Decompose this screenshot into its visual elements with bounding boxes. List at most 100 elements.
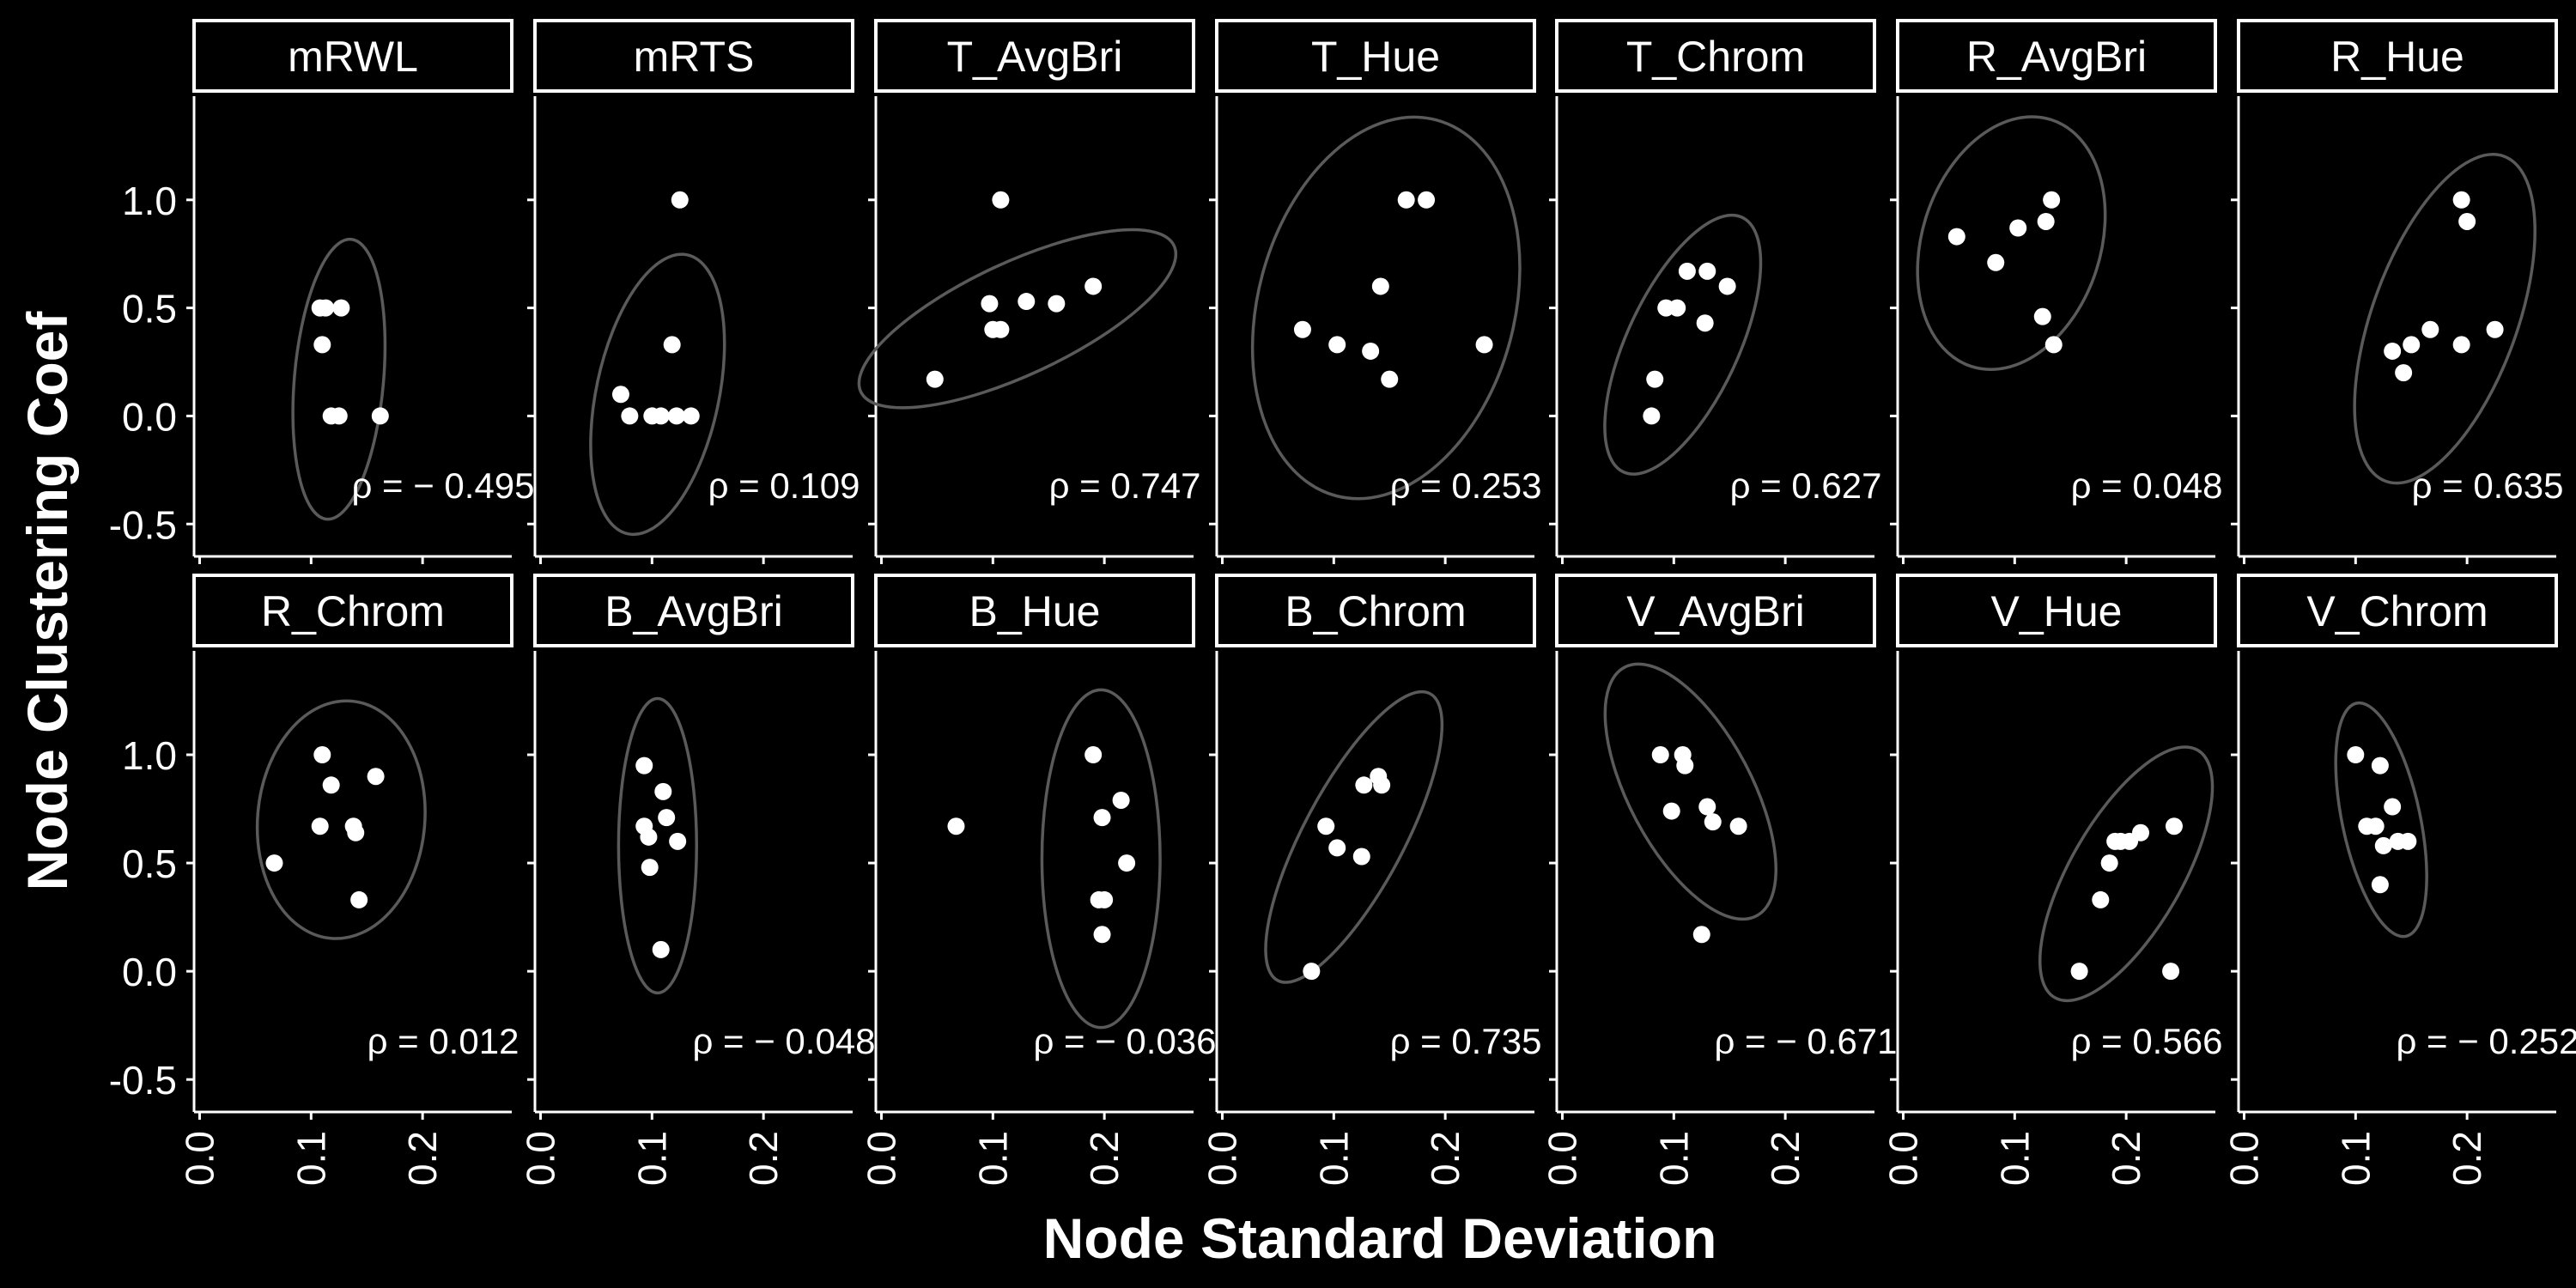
data-point — [621, 407, 638, 424]
x-tick-label: 0.1 — [2333, 1131, 2378, 1186]
data-point — [347, 824, 364, 841]
strip-label: R_Hue — [2330, 33, 2464, 81]
data-point — [2071, 963, 2088, 980]
x-tick-label: 0.0 — [177, 1131, 222, 1186]
data-point — [1118, 854, 1135, 872]
strip-label: T_Chrom — [1626, 33, 1805, 81]
x-tick-label: 0.1 — [289, 1131, 333, 1186]
data-point — [1697, 314, 1714, 331]
data-point — [265, 854, 283, 872]
data-point — [2045, 336, 2063, 353]
data-point — [2162, 963, 2179, 980]
rho-annotation: ρ = 0.747 — [1049, 465, 1201, 506]
data-point — [2009, 220, 2026, 237]
x-tick-label: 0.1 — [970, 1131, 1015, 1186]
rho-annotation: ρ = − 0.048 — [692, 1021, 875, 1061]
data-point — [669, 833, 686, 850]
strip-label: B_Hue — [969, 587, 1101, 635]
strip-label: T_Hue — [1311, 33, 1440, 81]
data-point — [1418, 191, 1435, 209]
y-axis-title: Node Clustering Coef — [15, 311, 79, 891]
data-point — [640, 829, 657, 846]
x-tick-label: 0.2 — [2445, 1131, 2489, 1186]
rho-annotation: ρ = 0.109 — [708, 465, 860, 506]
rho-annotation: ρ = 0.635 — [2412, 465, 2564, 506]
data-point — [2375, 837, 2392, 854]
rho-annotation: ρ = 0.253 — [1390, 465, 1542, 506]
data-point — [612, 386, 629, 403]
data-point — [2421, 321, 2439, 338]
data-point — [1084, 746, 1102, 763]
data-point — [654, 783, 671, 800]
data-point — [312, 817, 329, 835]
data-point — [1328, 336, 1346, 353]
data-point — [1646, 371, 1663, 388]
data-point — [372, 407, 389, 424]
data-point — [331, 407, 348, 424]
x-tick-label: 0.2 — [741, 1131, 786, 1186]
data-point — [2384, 343, 2401, 360]
data-point — [332, 300, 349, 317]
data-point — [1663, 803, 1680, 820]
data-point — [1317, 817, 1334, 835]
data-point — [2372, 757, 2389, 775]
rho-annotation: ρ = − 0.252 — [2396, 1021, 2576, 1061]
x-tick-label: 0.1 — [629, 1131, 674, 1186]
strip-label: mRWL — [288, 33, 418, 81]
data-point — [2038, 213, 2055, 230]
data-point — [2487, 321, 2504, 338]
data-point — [664, 336, 681, 353]
data-point — [1381, 371, 1398, 388]
strip-label: mRTS — [634, 33, 755, 81]
rho-annotation: ρ = 0.012 — [368, 1021, 519, 1061]
data-point — [1096, 891, 1113, 908]
data-point — [683, 407, 700, 424]
data-point — [658, 809, 675, 826]
data-point — [2453, 336, 2470, 353]
data-point — [1328, 839, 1346, 856]
data-point — [1676, 757, 1693, 775]
data-point — [1353, 848, 1370, 866]
y-tick-label: 0.5 — [122, 841, 177, 886]
data-point — [1987, 254, 2004, 271]
y-tick-label: 1.0 — [122, 733, 177, 778]
y-tick-label: -0.5 — [109, 1058, 177, 1103]
data-point — [1679, 263, 1696, 280]
data-point — [1398, 191, 1415, 209]
data-point — [313, 746, 331, 763]
data-point — [1698, 263, 1716, 280]
data-point — [1719, 277, 1736, 295]
data-point — [350, 891, 368, 908]
strip-label: B_Chrom — [1285, 587, 1466, 635]
data-point — [1948, 228, 1965, 246]
data-point — [2403, 336, 2420, 353]
data-point — [2458, 213, 2476, 230]
strip-label: V_Hue — [1991, 587, 2123, 635]
strip-label: B_AvgBri — [605, 587, 783, 635]
y-tick-label: 0.5 — [122, 287, 177, 331]
data-point — [1704, 813, 1722, 830]
x-tick-label: 0.0 — [2221, 1131, 2266, 1186]
rho-annotation: ρ = − 0.495 — [351, 465, 534, 506]
data-point — [635, 757, 653, 775]
data-point — [992, 191, 1009, 209]
data-point — [2372, 876, 2389, 893]
data-point — [984, 321, 1001, 338]
y-tick-label: 0.0 — [122, 950, 177, 994]
data-point — [1476, 336, 1493, 353]
data-point — [2166, 817, 2183, 835]
data-point — [2453, 191, 2470, 209]
data-point — [2101, 854, 2118, 872]
data-point — [1018, 293, 1035, 310]
strip-label: R_Chrom — [261, 587, 445, 635]
x-tick-label: 0.1 — [1992, 1131, 2037, 1186]
data-point — [1362, 343, 1379, 360]
data-point — [947, 817, 964, 835]
rho-annotation: ρ = 0.048 — [2071, 465, 2223, 506]
rho-annotation: ρ = − 0.036 — [1033, 1021, 1216, 1061]
data-point — [2347, 746, 2364, 763]
x-tick-label: 0.2 — [1082, 1131, 1127, 1186]
data-point — [1373, 776, 1390, 793]
data-point — [671, 191, 689, 209]
data-point — [1048, 295, 1065, 313]
